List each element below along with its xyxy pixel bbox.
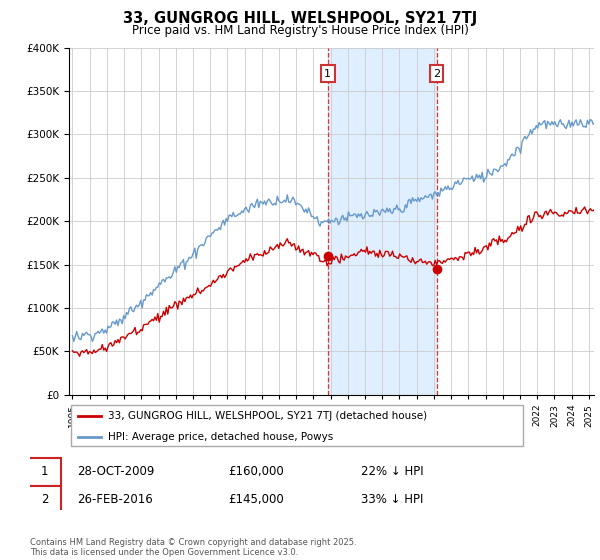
FancyBboxPatch shape xyxy=(28,486,61,514)
Text: 22% ↓ HPI: 22% ↓ HPI xyxy=(361,465,424,478)
Text: Price paid vs. HM Land Registry's House Price Index (HPI): Price paid vs. HM Land Registry's House … xyxy=(131,24,469,36)
Text: £160,000: £160,000 xyxy=(229,465,284,478)
Text: Contains HM Land Registry data © Crown copyright and database right 2025.
This d: Contains HM Land Registry data © Crown c… xyxy=(30,538,356,557)
Text: 28-OCT-2009: 28-OCT-2009 xyxy=(77,465,154,478)
FancyBboxPatch shape xyxy=(28,458,61,486)
Text: 33, GUNGROG HILL, WELSHPOOL, SY21 7TJ: 33, GUNGROG HILL, WELSHPOOL, SY21 7TJ xyxy=(123,11,477,26)
Text: 1: 1 xyxy=(41,465,49,478)
Text: £145,000: £145,000 xyxy=(229,493,284,506)
Text: 26-FEB-2016: 26-FEB-2016 xyxy=(77,493,152,506)
Text: 33, GUNGROG HILL, WELSHPOOL, SY21 7TJ (detached house): 33, GUNGROG HILL, WELSHPOOL, SY21 7TJ (d… xyxy=(108,410,427,421)
Bar xyxy=(328,48,436,395)
FancyBboxPatch shape xyxy=(71,405,523,446)
Text: 1: 1 xyxy=(324,69,331,78)
Text: 2: 2 xyxy=(433,69,440,78)
Text: 2: 2 xyxy=(41,493,49,506)
Text: HPI: Average price, detached house, Powys: HPI: Average price, detached house, Powy… xyxy=(108,432,333,442)
Text: 33% ↓ HPI: 33% ↓ HPI xyxy=(361,493,424,506)
